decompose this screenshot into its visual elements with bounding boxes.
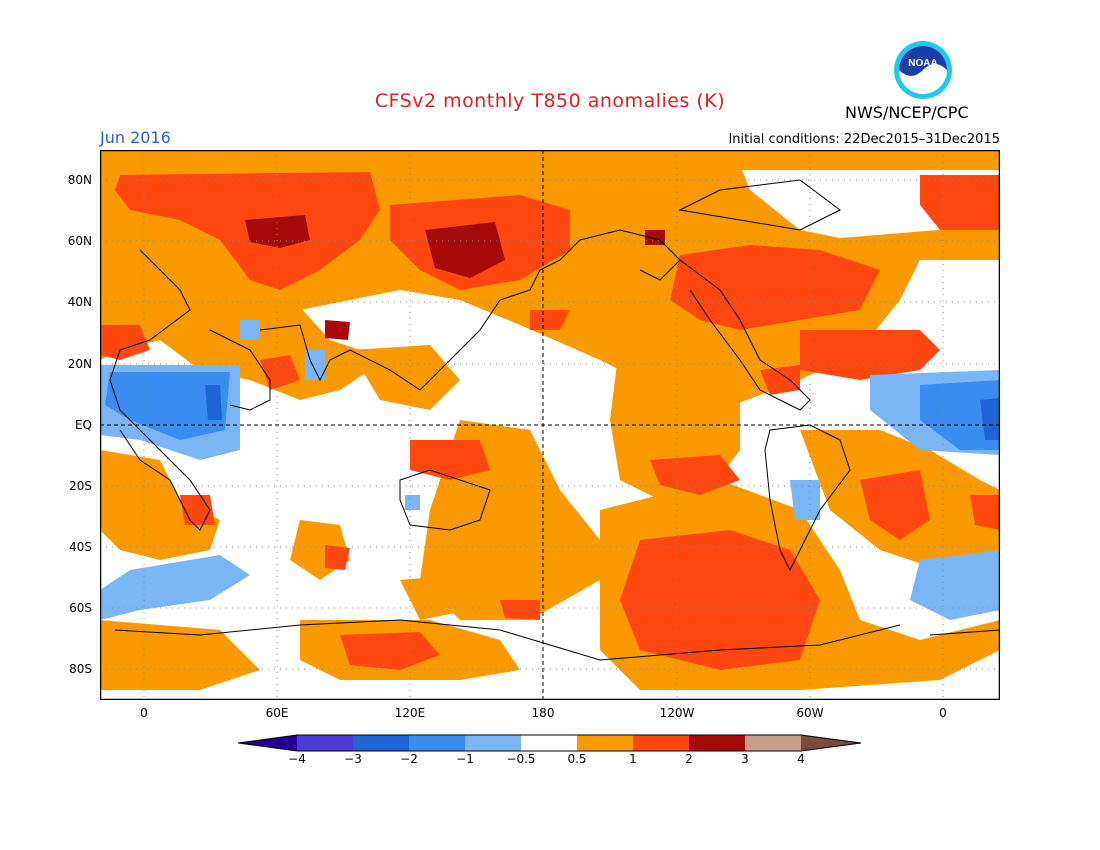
lon-label: 60E <box>265 706 289 720</box>
legend-bin <box>689 735 745 751</box>
initial-conditions: Initial conditions: 22Dec2015–31Dec2015 <box>728 132 1000 147</box>
anomaly-darkred-fields <box>245 215 665 340</box>
anomaly-darkblue-fields <box>205 385 1000 440</box>
noaa-logo: NOAA <box>894 41 952 99</box>
legend-bin <box>521 735 577 751</box>
lat-label: 40S <box>69 540 92 554</box>
lat-label: 20S <box>69 479 92 493</box>
lat-label: EQ <box>74 418 92 432</box>
lat-label: 60S <box>69 601 92 615</box>
legend-bin <box>353 735 409 751</box>
color-legend <box>238 734 862 752</box>
lon-label: 120W <box>659 706 695 720</box>
legend-label: −4 <box>288 752 306 766</box>
legend-label: −2 <box>400 752 418 766</box>
lon-label: 60W <box>796 706 824 720</box>
anomaly-blue-fields <box>105 372 1000 450</box>
lat-label: 80N <box>67 173 92 187</box>
legend-label: −0.5 <box>506 752 536 766</box>
legend-bin <box>465 735 521 751</box>
map-title: CFSv2 monthly T850 anomalies (K) <box>374 90 726 112</box>
lat-label: 20N <box>67 357 92 371</box>
legend-label: 2 <box>685 752 693 766</box>
lon-label: 0 <box>939 706 947 720</box>
legend-label: −1 <box>456 752 474 766</box>
legend-bin <box>801 735 861 751</box>
map-frame <box>100 150 1000 700</box>
forecast-month: Jun 2016 <box>100 128 171 147</box>
lon-label: 0 <box>140 706 148 720</box>
legend-bin <box>577 735 633 751</box>
legend-label: −3 <box>344 752 362 766</box>
lat-label: 80S <box>69 662 92 676</box>
legend-label: 4 <box>797 752 805 766</box>
anomaly-map <box>100 150 1000 700</box>
lat-label: 40N <box>67 295 92 309</box>
legend-bin <box>297 735 353 751</box>
lat-label: 60N <box>67 234 92 248</box>
legend-label: 3 <box>741 752 749 766</box>
legend-bin <box>745 735 801 751</box>
agency-label: NWS/NCEP/CPC <box>845 103 969 122</box>
legend-bin <box>633 735 689 751</box>
lon-label: 180 <box>531 706 555 720</box>
legend-label: 1 <box>629 752 637 766</box>
lon-label: 120E <box>394 706 426 720</box>
legend-bin <box>409 735 465 751</box>
legend-bin <box>238 735 297 751</box>
legend-label: 0.5 <box>567 752 587 766</box>
coastlines <box>109 179 1000 661</box>
logo-text: NOAA <box>908 58 937 69</box>
graticule <box>100 150 1000 700</box>
